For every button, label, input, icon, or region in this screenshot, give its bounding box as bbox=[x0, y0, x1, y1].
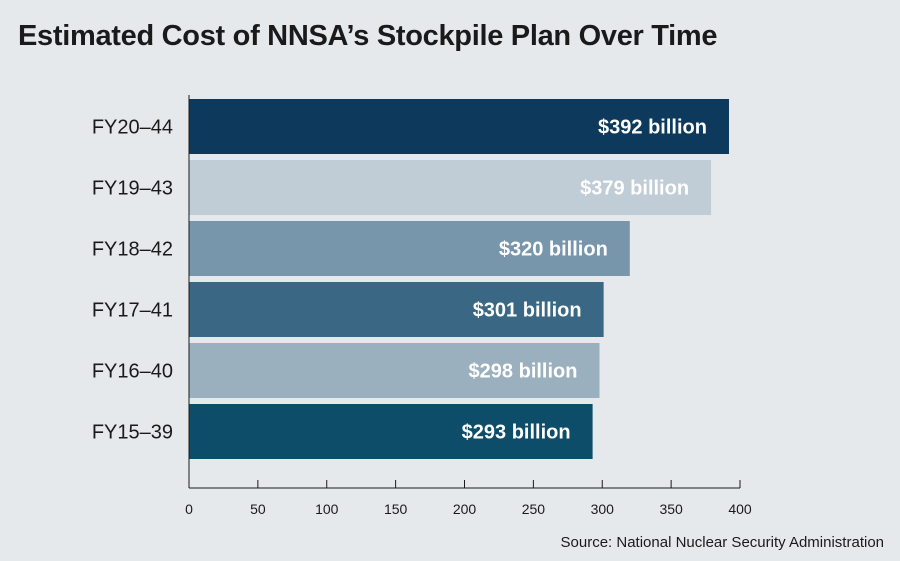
category-label: FY19–43 bbox=[92, 178, 173, 200]
category-label: FY17–41 bbox=[92, 300, 173, 322]
chart-title: Estimated Cost of NNSA’s Stockpile Plan … bbox=[18, 20, 718, 52]
data-label: $301 billion bbox=[473, 300, 582, 322]
bar bbox=[189, 404, 593, 459]
bar bbox=[189, 221, 630, 276]
x-tick-label: 100 bbox=[315, 501, 339, 517]
x-tick-label: 150 bbox=[384, 501, 408, 517]
x-tick-label: 200 bbox=[453, 501, 477, 517]
category-label: FY15–39 bbox=[92, 422, 173, 444]
data-label: $392 billion bbox=[598, 117, 707, 139]
data-label: $298 billion bbox=[469, 361, 578, 383]
x-tick-label: 50 bbox=[250, 501, 266, 517]
bar bbox=[189, 343, 600, 398]
x-tick-label: 350 bbox=[659, 501, 683, 517]
bar bbox=[189, 160, 712, 215]
source-note: Source: National Nuclear Security Admini… bbox=[560, 534, 884, 551]
x-tick-label: 300 bbox=[591, 501, 615, 517]
data-label: $379 billion bbox=[580, 178, 689, 200]
category-label: FY20–44 bbox=[92, 117, 173, 139]
category-label: FY18–42 bbox=[92, 239, 173, 261]
bar bbox=[189, 99, 729, 154]
data-label: $320 billion bbox=[499, 239, 608, 261]
x-tick-label: 250 bbox=[522, 501, 546, 517]
x-tick-label: 0 bbox=[185, 501, 193, 517]
category-label: FY16–40 bbox=[92, 361, 173, 383]
data-label: $293 billion bbox=[462, 422, 571, 444]
bar bbox=[189, 282, 604, 337]
x-tick-label: 400 bbox=[728, 501, 752, 517]
